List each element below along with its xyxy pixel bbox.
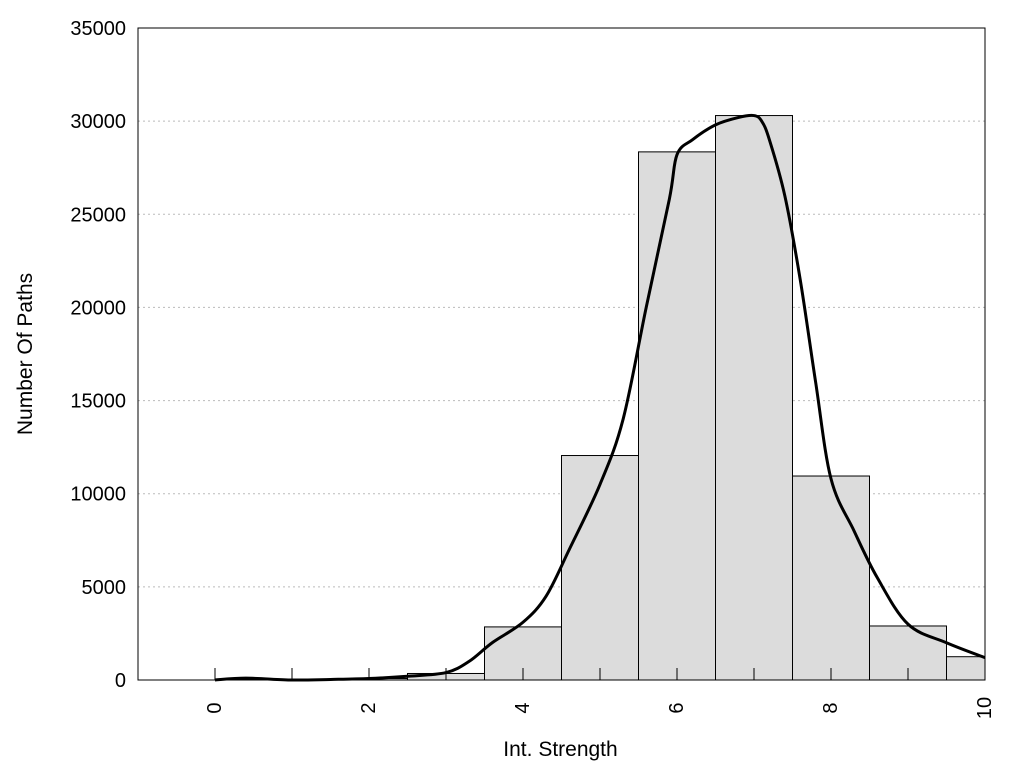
x-tick-label: 10 [974, 697, 996, 719]
plot-frame [137, 27, 986, 681]
y-tick-label: 0 [115, 670, 126, 692]
histogram-bar [561, 455, 639, 681]
x-axis-label: Int. Strength [503, 738, 617, 761]
x-axis-ticks: 0 2 4 6 8 10 [204, 668, 996, 719]
y-tick-label: 5000 [82, 577, 127, 599]
y-axis-label: Number Of Paths [14, 273, 37, 435]
x-tick-label: 8 [820, 702, 842, 713]
histogram-bar [946, 656, 986, 681]
density-curve-line [214, 113, 986, 682]
y-tick-label: 10000 [70, 484, 126, 506]
histogram-bars [330, 115, 986, 681]
histogram-bar [638, 151, 716, 681]
x-tick-label: 6 [666, 702, 688, 713]
density-curve [214, 113, 986, 682]
y-tick-label: 25000 [70, 204, 126, 226]
y-tick-label: 35000 [70, 18, 126, 40]
y-tick-label: 15000 [70, 391, 126, 413]
y-tick-label: 20000 [70, 297, 126, 319]
x-tick-label: 4 [512, 702, 534, 713]
y-tick-label: 30000 [70, 111, 126, 133]
histogram-bar [792, 475, 870, 681]
x-tick-label: 0 [204, 702, 226, 713]
y-axis-ticks: 0 5000 10000 15000 20000 25000 30000 35000 [70, 18, 126, 692]
histogram-bar [715, 115, 793, 681]
x-tick-label: 2 [358, 702, 380, 713]
